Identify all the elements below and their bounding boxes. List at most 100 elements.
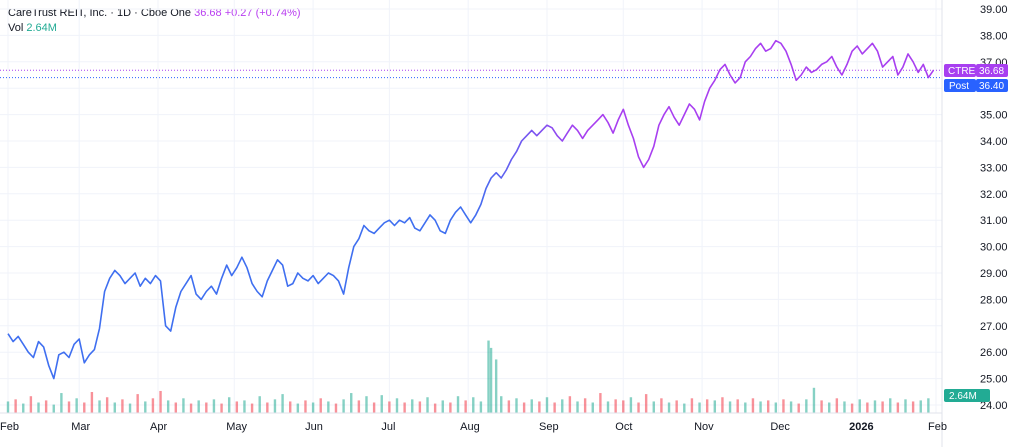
volume-bar bbox=[90, 392, 94, 413]
y-tick-label: 25.00 bbox=[980, 374, 1008, 386]
x-tick-label: Jul bbox=[381, 421, 395, 433]
last-price-badge: 36.68 bbox=[976, 64, 1008, 77]
volume-bars bbox=[6, 340, 930, 413]
volume-bar bbox=[37, 402, 40, 413]
grid-lines bbox=[0, 0, 942, 413]
volume-bar bbox=[273, 399, 277, 413]
y-axis-labels[interactable]: 39.0038.0037.0036.0035.0034.0033.0032.00… bbox=[980, 4, 1008, 412]
y-tick-label: 39.00 bbox=[980, 4, 1008, 16]
volume-bar bbox=[144, 401, 147, 413]
volume-bar bbox=[98, 400, 101, 413]
volume-bar bbox=[805, 399, 808, 413]
volume-bar bbox=[637, 402, 640, 413]
volume-header: Vol 2.64M bbox=[8, 22, 57, 34]
volume-bar bbox=[850, 403, 854, 413]
volume-bar bbox=[858, 399, 861, 413]
volume-bar bbox=[660, 398, 663, 413]
y-tick-label: 24.00 bbox=[980, 400, 1008, 412]
volume-bar bbox=[250, 403, 254, 413]
volume-bar bbox=[606, 401, 610, 413]
volume-bar bbox=[289, 401, 292, 413]
volume-bar bbox=[774, 402, 778, 413]
volume-bar bbox=[736, 399, 739, 413]
volume-bar bbox=[365, 396, 368, 413]
volume-bar bbox=[449, 402, 452, 413]
last-price-badge-value: 36.68 bbox=[979, 66, 1004, 77]
volume-bar bbox=[919, 400, 922, 413]
x-tick-label: 2026 bbox=[849, 421, 873, 433]
ticker-badge: CTRE bbox=[944, 64, 976, 77]
volume-bar bbox=[866, 402, 869, 413]
volume-bar bbox=[479, 401, 483, 413]
price-line bbox=[7, 39, 935, 380]
volume-bar bbox=[60, 393, 63, 413]
volume-bar bbox=[227, 397, 231, 413]
volume-bar bbox=[576, 401, 579, 413]
volume-bar bbox=[782, 399, 785, 413]
volume-bar bbox=[599, 393, 602, 413]
volume-bar bbox=[350, 393, 353, 413]
ticker-badge-label: CTRE bbox=[948, 66, 976, 77]
volume-bar bbox=[418, 401, 422, 413]
price-change: +0.27 (+0.74%) bbox=[224, 7, 301, 19]
volume-bar bbox=[411, 399, 414, 413]
volume-bar bbox=[629, 397, 633, 413]
separator: · bbox=[134, 7, 138, 19]
x-tick-label: Dec bbox=[770, 421, 790, 433]
volume-bar bbox=[675, 400, 678, 413]
x-axis-labels[interactable]: Feb Mar Apr May Jun Jul Aug Sep Oct Nov Dec 2026 Feb bbox=[0, 421, 947, 433]
volume-bar bbox=[889, 398, 892, 413]
volume-bar bbox=[159, 390, 162, 413]
symbol-name: CareTrust REIT, Inc. bbox=[8, 7, 108, 19]
volume-bar bbox=[22, 403, 25, 413]
volume-bar bbox=[530, 399, 533, 413]
volume-bar bbox=[128, 403, 132, 413]
y-tick-label: 27.00 bbox=[980, 321, 1008, 333]
volume-bar bbox=[591, 402, 594, 413]
post-price-badge-value: 36.40 bbox=[979, 81, 1004, 92]
volume-bar bbox=[759, 401, 762, 413]
volume-bar bbox=[441, 400, 444, 413]
volume-bar bbox=[828, 402, 831, 413]
volume-bar bbox=[500, 396, 503, 413]
volume-bar bbox=[472, 397, 475, 413]
post-price-badge: 36.40 bbox=[976, 79, 1008, 92]
y-tick-label: 34.00 bbox=[980, 136, 1008, 148]
volume-bar bbox=[683, 403, 686, 413]
volume-bar bbox=[538, 401, 541, 413]
interval-label[interactable]: 1D bbox=[117, 7, 132, 19]
volume-bar bbox=[29, 396, 33, 413]
y-tick-label: 35.00 bbox=[980, 110, 1008, 122]
volume-bar bbox=[881, 401, 884, 413]
volume-bar bbox=[433, 403, 437, 413]
chart-header: CareTrust REIT, Inc. · 1D · Cboe One 36.… bbox=[8, 7, 301, 19]
volume-bar bbox=[243, 400, 246, 413]
y-tick-label: 31.00 bbox=[980, 215, 1008, 227]
volume-bar bbox=[266, 402, 269, 413]
volume-bar bbox=[911, 401, 915, 413]
volume-value: 2.64M bbox=[26, 22, 57, 34]
volume-bar bbox=[667, 402, 671, 413]
separator: · bbox=[110, 7, 114, 19]
volume-bar bbox=[820, 400, 823, 413]
volume-bar bbox=[522, 402, 526, 413]
y-tick-label: 28.00 bbox=[980, 294, 1008, 306]
volume-bar bbox=[568, 396, 572, 413]
volume-bar bbox=[357, 400, 361, 413]
volume-bar bbox=[487, 340, 490, 413]
volume-bar bbox=[797, 403, 800, 413]
volume-bar bbox=[372, 402, 376, 413]
volume-bar bbox=[327, 401, 330, 413]
volume-bar bbox=[113, 402, 116, 413]
x-tick-label: Mar bbox=[71, 421, 90, 433]
y-tick-label: 38.00 bbox=[980, 30, 1008, 42]
x-tick-label: May bbox=[226, 421, 247, 433]
last-price: 36.68 bbox=[194, 7, 222, 19]
x-tick-label: Oct bbox=[615, 421, 632, 433]
x-tick-label: Aug bbox=[460, 421, 480, 433]
volume-bar bbox=[342, 399, 345, 413]
volume-bar bbox=[835, 398, 839, 413]
volume-bar bbox=[904, 399, 907, 413]
y-tick-label: 29.00 bbox=[980, 268, 1008, 280]
